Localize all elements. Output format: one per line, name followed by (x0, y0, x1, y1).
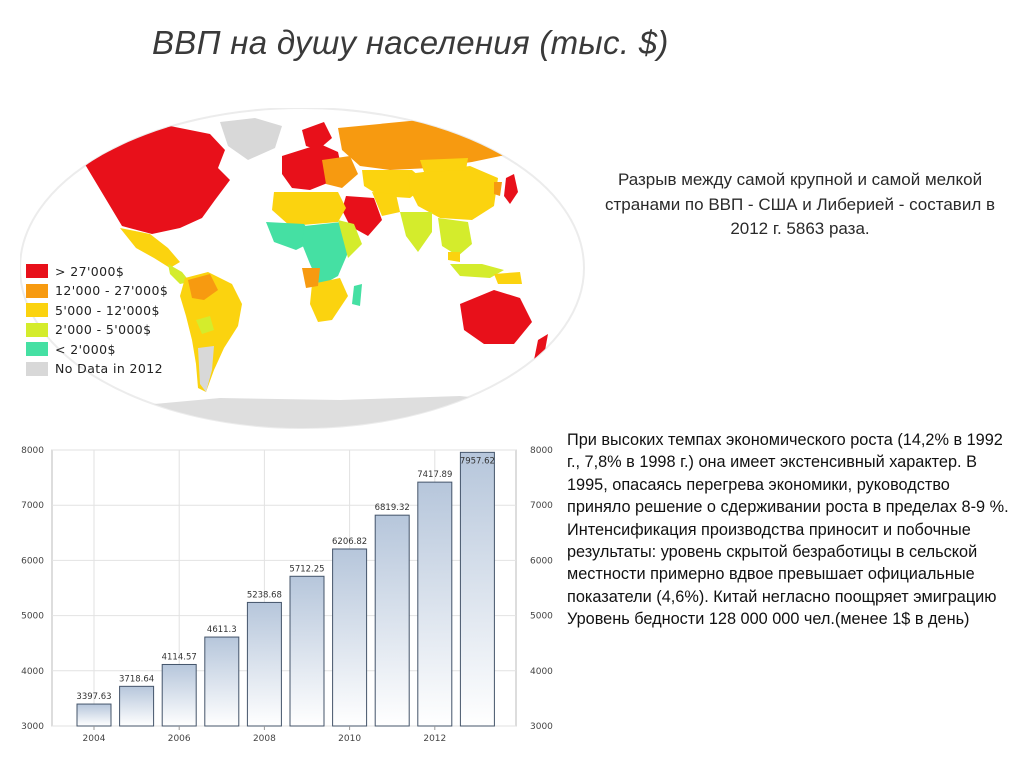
y-tick-label-left: 4000 (21, 667, 44, 677)
legend-label: > 27'000$ (55, 263, 125, 279)
y-tick-label-right: 6000 (530, 556, 553, 566)
y-tick-label-left: 6000 (21, 556, 44, 566)
indonesia-region (450, 264, 504, 278)
australia-region (460, 290, 532, 344)
central-america-region (168, 264, 190, 284)
scandinavia-region (302, 122, 332, 150)
legend-swatch (26, 322, 48, 337)
china-economy-text: При высоких темпах экономического роста … (567, 431, 1009, 629)
gap-note: Разрыв между самой крупной и самой мелко… (604, 170, 996, 238)
korea-region (494, 182, 502, 196)
y-tick-label-left: 8000 (21, 446, 44, 456)
eastern-europe-region (322, 156, 358, 188)
legend-swatch (26, 303, 48, 317)
bar (374, 514, 410, 727)
legend-item: > 27'000$ (26, 262, 168, 280)
y-tick-label-right: 4000 (530, 667, 553, 677)
angola-region (302, 268, 320, 288)
bar (204, 636, 240, 727)
legend-item: < 2'000$ (26, 340, 168, 358)
axis-layer: 3000 3000 4000 4000 5000 5000 6000 6000 7000 7000… (21, 446, 553, 744)
south-america-north (188, 274, 218, 300)
labels-layer: 3397.63 3718.64 4114.57 4611.3 5238.68 5712.2… (76, 456, 495, 702)
legend-item: 5'000 - 12'000$ (26, 301, 168, 319)
legend-swatch (26, 264, 48, 278)
legend-label: < 2'000$ (55, 341, 116, 357)
x-tick-label: 2006 (168, 734, 191, 744)
data-label: 7417.89 (417, 470, 452, 480)
greenland-region (220, 118, 282, 160)
data-label: 7957.62 (460, 456, 495, 466)
data-label: 6819.32 (375, 503, 410, 513)
south-america-region (180, 272, 242, 392)
data-label: 4114.57 (162, 652, 197, 662)
legend-item: 12'000 - 27'000$ (26, 282, 168, 300)
data-label: 4611.3 (207, 625, 237, 635)
legend-label: 5'000 - 12'000$ (55, 302, 160, 318)
data-label: 3397.63 (76, 692, 111, 702)
y-tick-label-left: 5000 (21, 612, 44, 622)
legend-item: 2'000 - 5'000$ (26, 321, 168, 339)
bar (246, 601, 282, 727)
bar (119, 685, 155, 727)
y-tick-label-right: 5000 (530, 612, 553, 622)
mongolia-region (420, 158, 468, 172)
china-region (408, 166, 498, 220)
x-tick-label: 2012 (423, 734, 446, 744)
bar (289, 575, 325, 727)
bars-layer (76, 451, 495, 727)
bar (76, 703, 112, 727)
map-legend: > 27'000$ 12'000 - 27'000$ 5'000 - 12'00… (26, 262, 168, 379)
new-zealand-region (534, 334, 548, 360)
data-label: 6206.82 (332, 537, 367, 547)
legend-label: 12'000 - 27'000$ (55, 283, 169, 298)
legend-label: 2'000 - 5'000$ (55, 322, 152, 337)
legend-swatch (26, 361, 48, 376)
bar (332, 548, 368, 727)
legend-swatch (26, 342, 48, 356)
y-tick-label-left: 7000 (21, 501, 44, 511)
legend-item: No Data in 2012 (26, 360, 168, 378)
malaysia-region (448, 252, 460, 262)
gdp-bar-chart: 3397.63 3718.64 4114.57 4611.3 5238.68 5712.2… (21, 446, 553, 744)
data-label: 3718.64 (119, 674, 154, 684)
mexico-region (120, 228, 180, 268)
iran-region (372, 192, 400, 216)
y-tick-label-left: 3000 (21, 722, 44, 732)
bar (161, 663, 197, 727)
north-america-region (75, 126, 230, 234)
y-tick-label-right: 7000 (530, 501, 553, 511)
y-tick-label-right: 8000 (530, 446, 553, 456)
chile-argentina-region (198, 346, 214, 392)
bar (459, 451, 495, 727)
southern-africa-region (310, 278, 348, 322)
slide-title: ВВП на душу населения (тыс. $) (152, 24, 669, 61)
world-gdp-map (20, 108, 585, 429)
legend-swatch (26, 283, 48, 298)
y-tick-label-right: 3000 (530, 722, 553, 732)
bolivia-region (196, 316, 214, 334)
data-label: 5712.25 (289, 564, 324, 574)
japan-region (504, 174, 518, 204)
papua-region (494, 272, 522, 284)
india-region (400, 212, 432, 252)
data-label: 5238.68 (247, 590, 282, 600)
legend-label: No Data in 2012 (55, 361, 163, 376)
bar (417, 481, 453, 727)
x-tick-label: 2008 (253, 734, 276, 744)
x-tick-label: 2004 (83, 734, 106, 744)
north-africa-region (272, 192, 346, 226)
southeast-asia-region (438, 218, 472, 256)
east-africa-region (338, 220, 362, 258)
x-tick-label: 2010 (338, 734, 361, 744)
madagascar-region (352, 284, 362, 306)
